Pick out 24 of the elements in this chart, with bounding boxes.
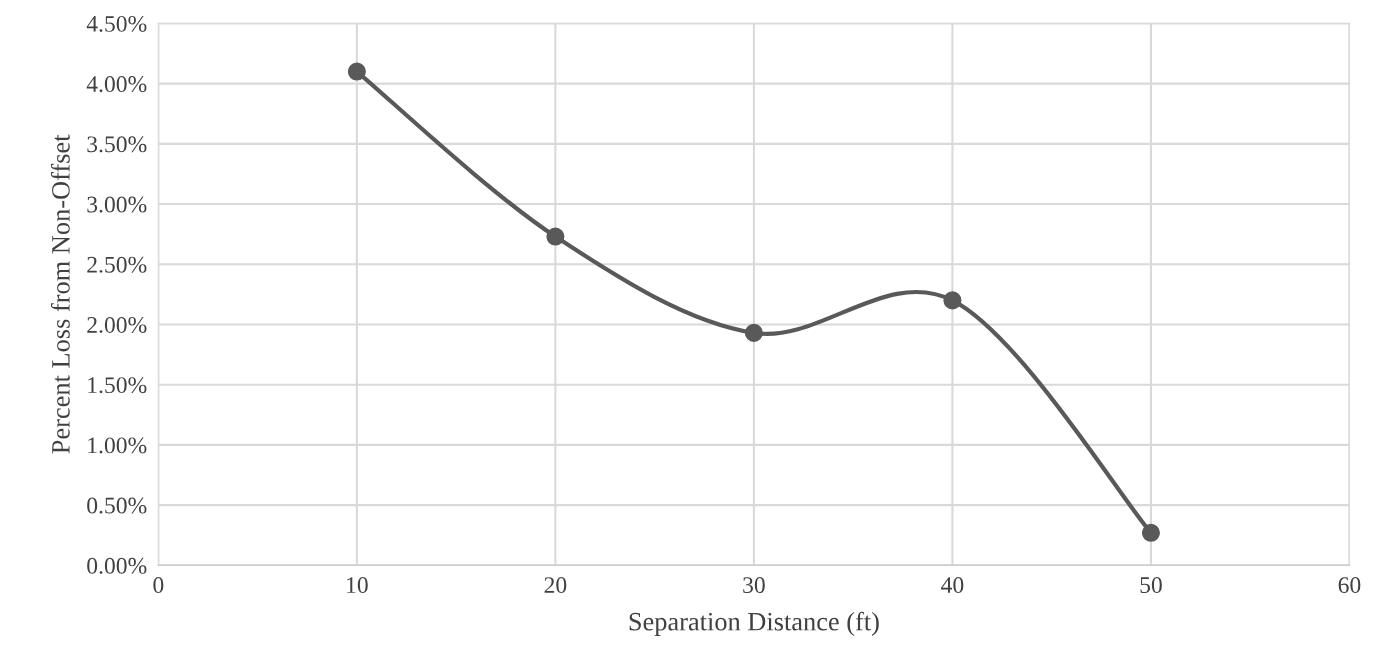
point (1141, 523, 1160, 542)
y-tick-label: 4.50% (86, 15, 147, 32)
y-axis-title: Percent Loss from Non-Offset (50, 134, 70, 454)
y-tick-label: 0.50% (87, 497, 147, 514)
point (347, 62, 366, 81)
y-tick-label: 3.00% (87, 196, 147, 213)
x-tick-label: 20 (544, 577, 567, 594)
y-tick-label: 3.50% (87, 136, 147, 153)
y-tick-label: 2.00% (87, 316, 147, 333)
x-tick-label: 0 (153, 577, 164, 594)
x-tick-label: 40 (941, 577, 964, 594)
y-tick-label: 2.50% (87, 256, 147, 273)
x-tick-label: 10 (347, 577, 368, 594)
point (744, 323, 763, 342)
point (546, 227, 565, 246)
x-tick-label: 50 (1140, 577, 1162, 594)
x-tick-label: 60 (1338, 577, 1361, 594)
y-tick-label: 1.00% (88, 437, 147, 454)
point (943, 291, 962, 310)
x-tick-label: 30 (743, 577, 765, 594)
y-tick-label: 0.00% (87, 557, 147, 574)
y-tick-label: 4.00% (86, 76, 147, 93)
y-tick-label: 1.50% (88, 377, 147, 394)
x-axis-title: Separation Distance (ft) (629, 611, 879, 636)
